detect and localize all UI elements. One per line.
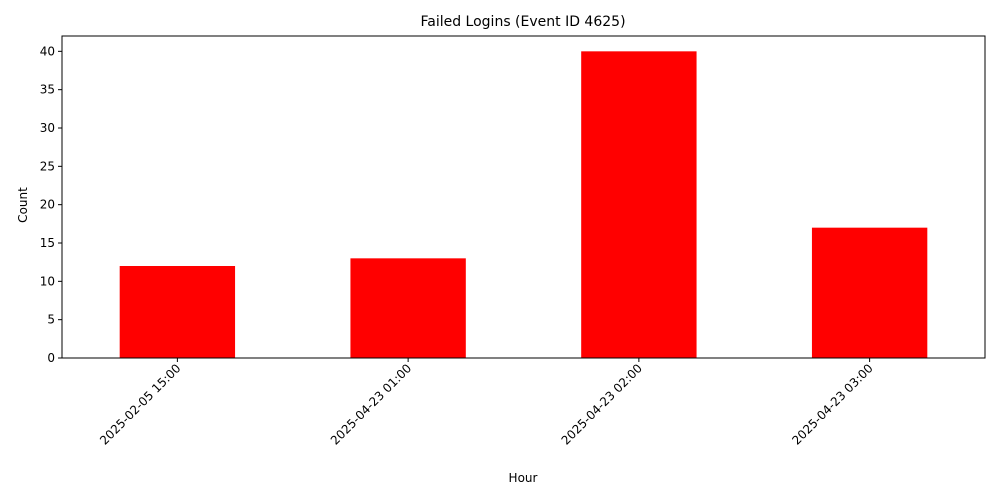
bar <box>119 266 236 358</box>
y-axis-label: Count <box>16 187 30 223</box>
y-tick-label: 5 <box>47 313 55 327</box>
y-tick-label: 40 <box>40 44 55 58</box>
bar <box>581 51 697 358</box>
plot-area-frame <box>61 35 986 359</box>
y-tick-label: 10 <box>40 274 55 288</box>
bar <box>350 258 466 358</box>
y-tick-label: 30 <box>40 121 55 135</box>
y-tick-label: 0 <box>47 351 55 365</box>
bar <box>811 227 928 358</box>
y-axis-ticks: 0 5 10 15 20 25 30 35 40 <box>40 44 62 365</box>
y-tick-label: 25 <box>40 159 55 173</box>
bars-group <box>119 51 928 358</box>
y-tick-label: 35 <box>40 83 55 97</box>
y-tick-label: 20 <box>40 198 55 212</box>
chart-title: Failed Logins (Event ID 4625) <box>420 14 625 30</box>
x-axis-label: Hour <box>509 471 538 485</box>
y-tick-label: 15 <box>40 236 55 250</box>
